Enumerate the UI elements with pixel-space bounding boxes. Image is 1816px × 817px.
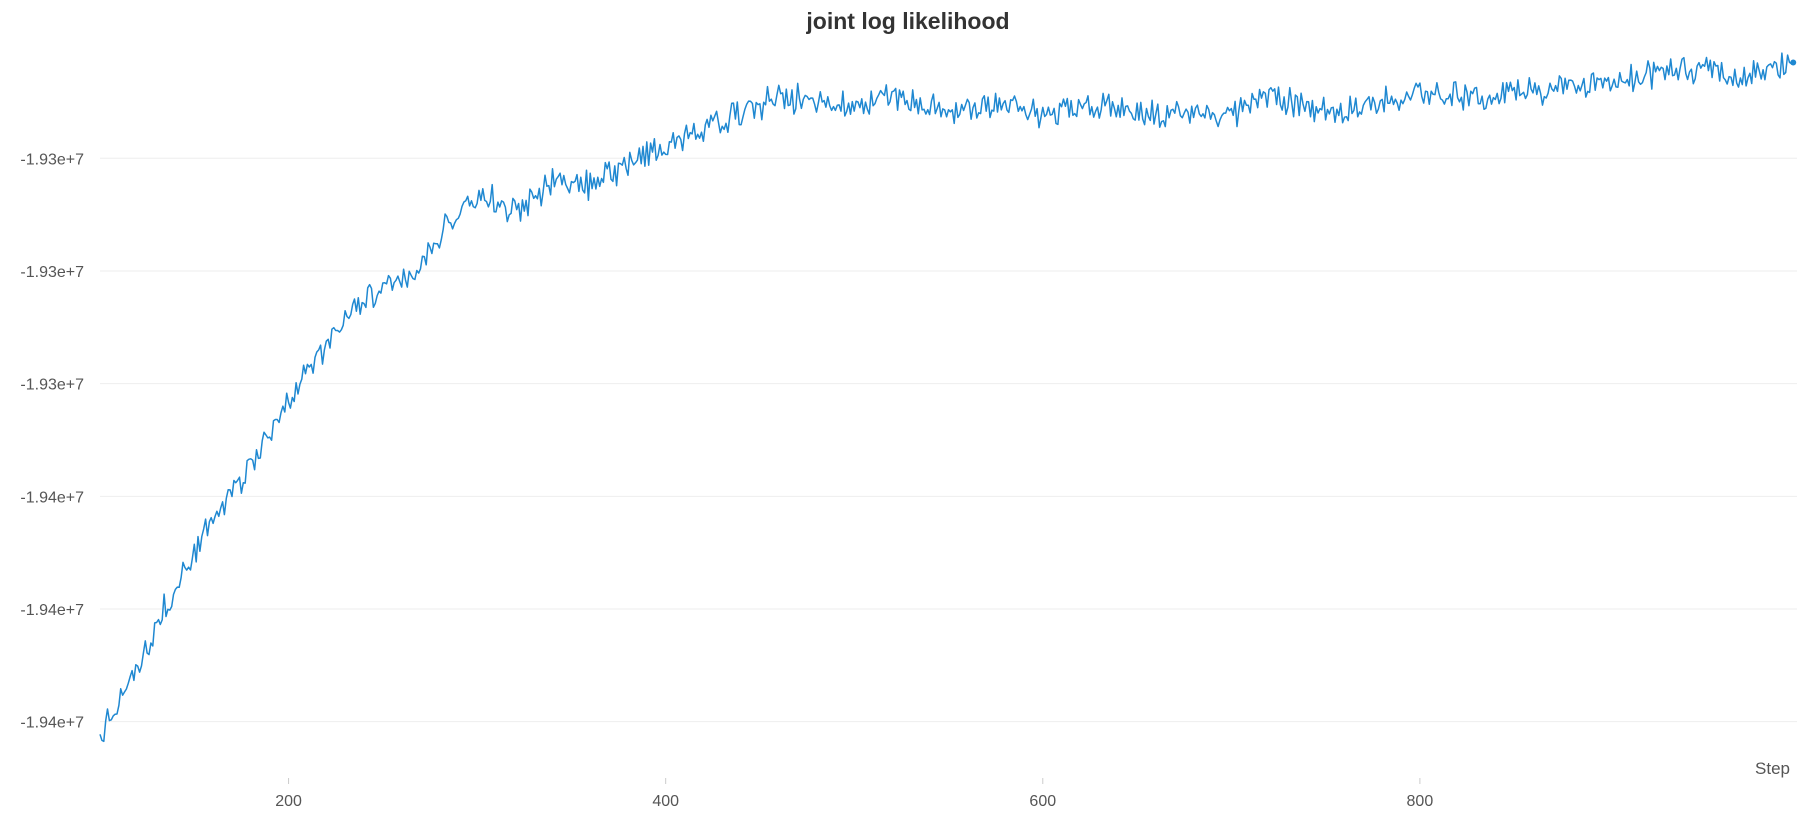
- x-tick-label: 600: [1029, 793, 1056, 810]
- x-tick-label: 200: [275, 793, 302, 810]
- y-tick-label: -1.93e+7: [20, 377, 84, 394]
- y-tick-label: -1.94e+7: [20, 715, 84, 732]
- series-end-point: [1790, 59, 1797, 66]
- x-axis-label: Step: [1755, 759, 1790, 778]
- chart-title: joint log likelihood: [806, 8, 1010, 34]
- y-tick-label: -1.94e+7: [20, 489, 84, 506]
- y-axis-ticks: -1.93e+7 -1.93e+7 -1.93e+7 -1.94e+7 -1.94e+7…: [20, 151, 84, 731]
- x-tick-label: 800: [1407, 793, 1434, 810]
- y-tick-label: -1.93e+7: [20, 264, 84, 281]
- series-layer: [99, 52, 1797, 743]
- x-tick-label: 400: [652, 793, 679, 810]
- y-tick-label: -1.94e+7: [20, 602, 84, 619]
- series-line: [99, 52, 1794, 743]
- x-axis-ticks: 200 400 600 800: [275, 778, 1433, 810]
- grid-lines: [100, 157, 1797, 723]
- y-tick-label: -1.93e+7: [20, 151, 84, 168]
